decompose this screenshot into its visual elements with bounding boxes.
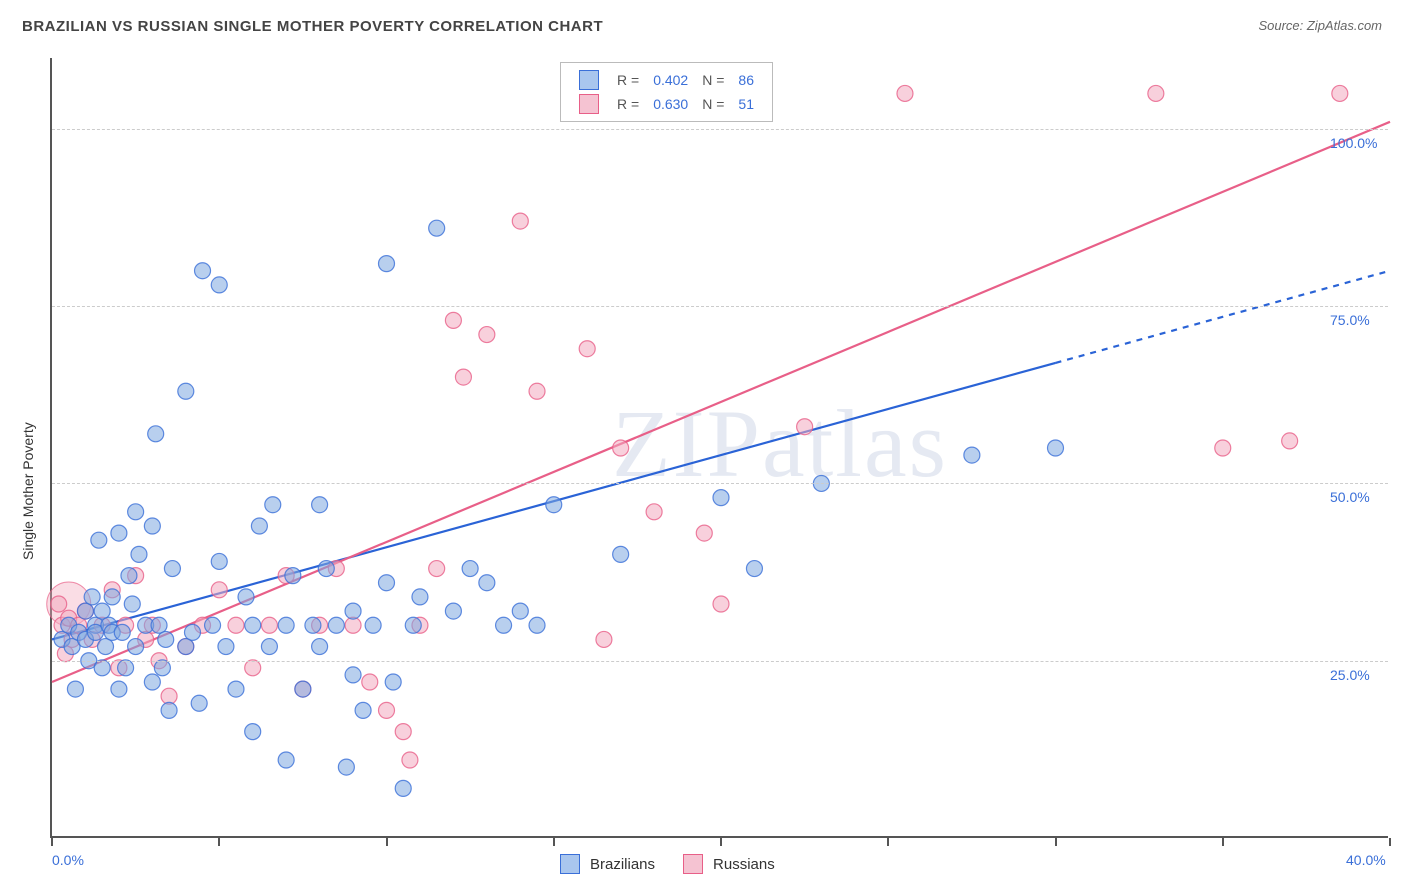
r-value: 0.630 bbox=[647, 93, 694, 115]
y-tick-label: 100.0% bbox=[1330, 135, 1377, 151]
swatch-icon bbox=[579, 94, 599, 114]
source-label: Source: ZipAtlas.com bbox=[1258, 18, 1382, 33]
n-label: N = bbox=[696, 93, 730, 115]
x-tick-label: 40.0% bbox=[1346, 852, 1386, 868]
chart-title: BRAZILIAN VS RUSSIAN SINGLE MOTHER POVER… bbox=[22, 18, 603, 35]
legend-item: Brazilians bbox=[560, 854, 655, 874]
n-value: 86 bbox=[732, 69, 760, 91]
y-tick-label: 75.0% bbox=[1330, 312, 1370, 328]
legend-label: Brazilians bbox=[590, 856, 655, 873]
n-label: N = bbox=[696, 69, 730, 91]
legend-series: Brazilians Russians bbox=[560, 854, 775, 874]
y-tick-label: 25.0% bbox=[1330, 667, 1370, 683]
x-tick-label: 0.0% bbox=[52, 852, 84, 868]
r-label: R = bbox=[611, 93, 645, 115]
y-axis-label: Single Mother Poverty bbox=[20, 422, 36, 560]
legend-table: R = 0.402 N = 86 R = 0.630 N = 51 bbox=[571, 67, 762, 117]
legend-item: Russians bbox=[683, 854, 775, 874]
swatch-icon bbox=[579, 70, 599, 90]
legend-row: R = 0.630 N = 51 bbox=[573, 93, 760, 115]
plot-svg bbox=[52, 58, 1388, 836]
n-value: 51 bbox=[732, 93, 760, 115]
y-tick-label: 50.0% bbox=[1330, 489, 1370, 505]
legend-row: R = 0.402 N = 86 bbox=[573, 69, 760, 91]
swatch-icon bbox=[560, 854, 580, 874]
swatch-icon bbox=[683, 854, 703, 874]
legend-label: Russians bbox=[713, 856, 775, 873]
r-value: 0.402 bbox=[647, 69, 694, 91]
r-label: R = bbox=[611, 69, 645, 91]
plot-area: ZIPatlas 25.0%50.0%75.0%100.0%0.0%40.0% bbox=[50, 58, 1388, 838]
legend-correlation: R = 0.402 N = 86 R = 0.630 N = 51 bbox=[560, 62, 773, 122]
